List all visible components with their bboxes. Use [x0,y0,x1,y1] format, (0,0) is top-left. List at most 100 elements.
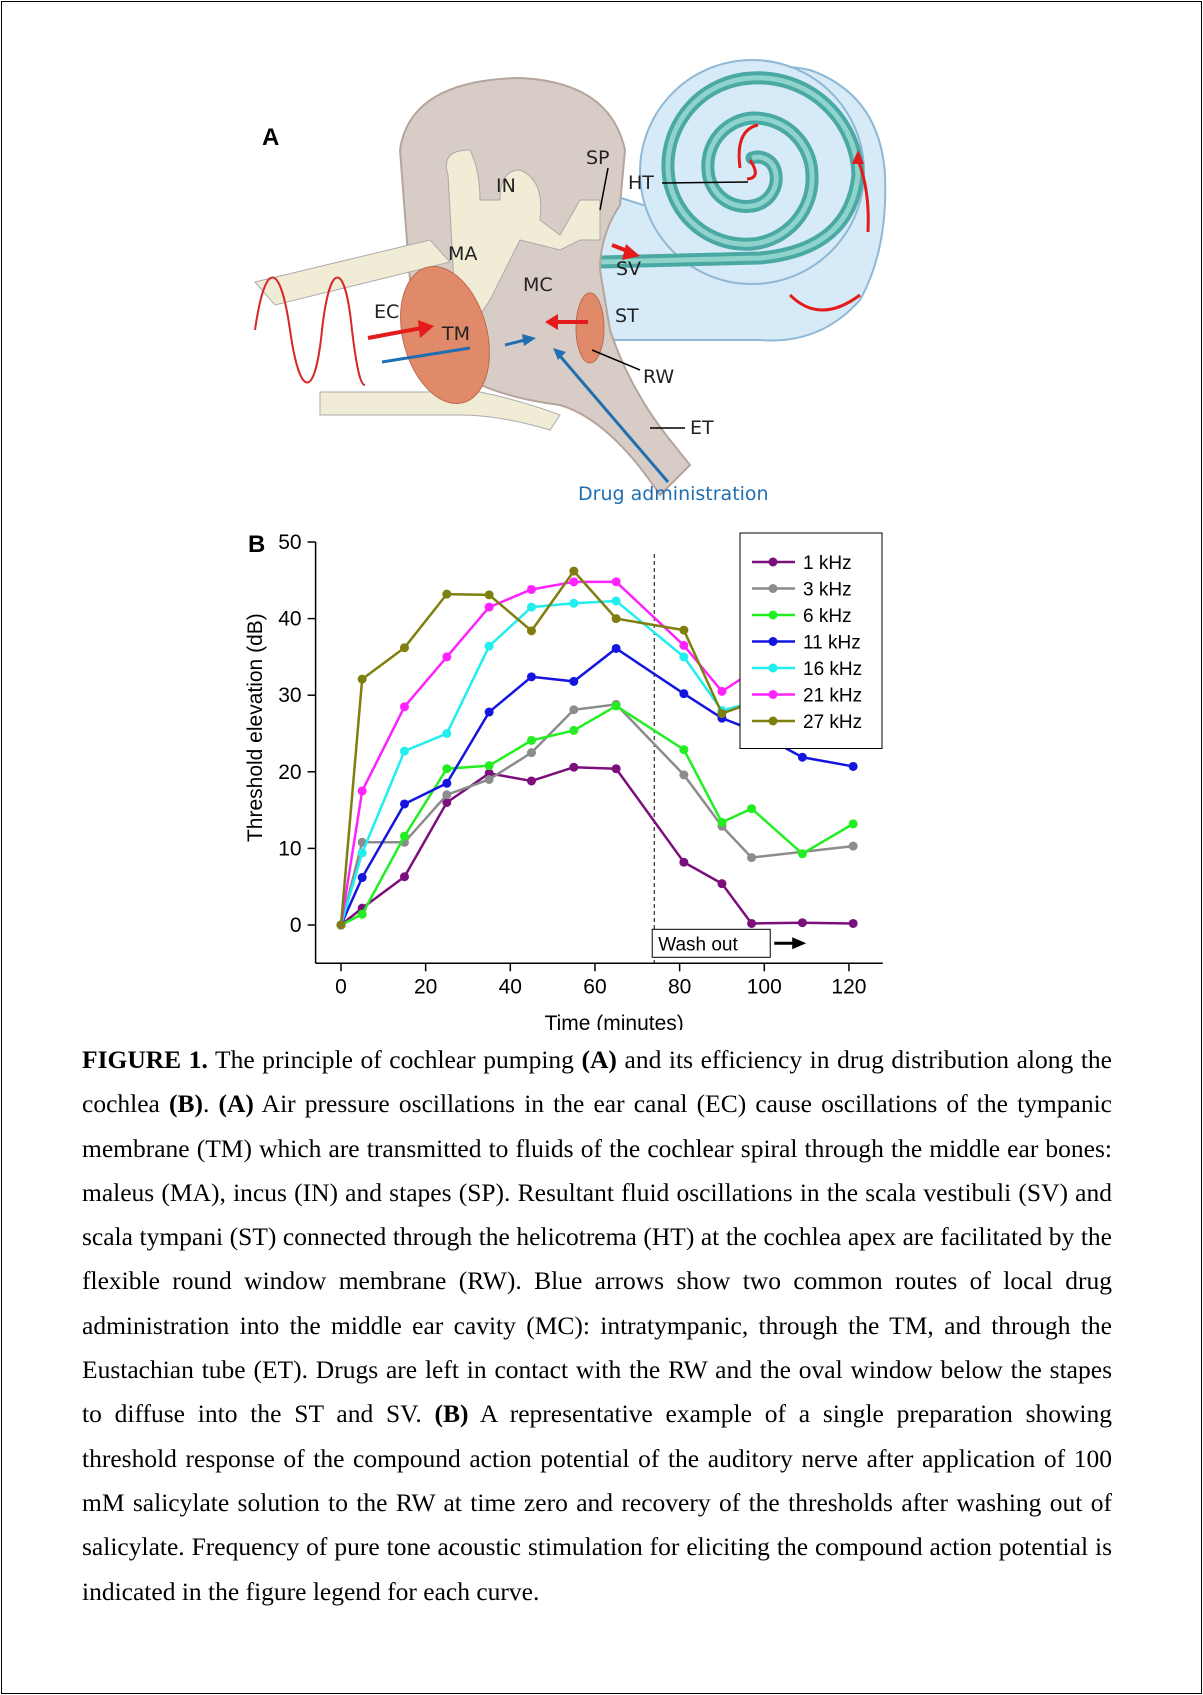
data-point [526,735,536,745]
data-point [717,686,727,696]
data-point [399,702,409,712]
data-point [357,909,367,919]
figure: A SP HT IN MA SV MC EC TM ST RW ET Drug … [244,59,887,1030]
data-point [848,918,858,928]
caption: FIGURE 1. The principle of cochlear pump… [82,1038,1112,1614]
data-point [848,841,858,851]
data-point [357,873,367,883]
data-point [484,761,494,771]
data-point [442,764,452,774]
data-point [442,797,452,807]
ear-canal-bottom [319,391,561,431]
data-point [569,705,579,715]
tympanic-membrane [400,266,490,404]
data-point [399,746,409,756]
x-tick-label: 0 [335,975,347,998]
ear-canal-top [254,239,451,306]
legend-label: 21 kHz [803,686,862,707]
sound-wave [254,276,366,386]
washout-label: Wash out [658,934,738,955]
y-tick-label: 40 [278,608,301,631]
data-point [717,879,727,889]
data-point [611,577,621,587]
data-point [717,817,727,827]
data-point [442,729,452,738]
legend-marker [768,610,778,620]
data-point [484,641,494,651]
data-point [442,778,452,788]
x-tick-label: 100 [747,975,782,998]
data-point [526,776,536,786]
chart: B 0 20 40 60 80 100 120 0 10 20 30 40 50 Time (minute… [244,531,883,1030]
caption-text: The principle of cochlear pumping [207,1045,582,1074]
y-tick-label: 50 [278,531,301,554]
y-tick-label: 0 [290,914,302,937]
legend-marker [768,663,778,673]
data-point [484,602,494,612]
data-point [797,918,807,928]
washout-arrowhead [792,937,807,950]
data-point [611,764,621,774]
legend-marker [768,637,778,646]
caption-text: (A) [218,1089,254,1119]
data-point [848,761,858,771]
data-point [484,590,494,600]
legend-marker [768,690,778,699]
caption-text: (B) [169,1089,203,1119]
data-point [484,774,494,784]
y-axis-label: Threshold elevation (dB) [244,613,267,842]
data-point [569,725,579,735]
leader-lines [591,167,749,429]
panel-label: B [248,531,265,558]
ossicles [445,149,601,331]
data-point [526,626,536,636]
label: HT [628,172,654,194]
cochlea-diagram: A SP HT IN MA SV MC EC TM ST RW ET Drug … [254,59,887,505]
legend-label: 1 kHz [803,553,852,574]
x-tick-label: 20 [414,975,437,998]
data-point [679,857,689,867]
x-tick-label: 40 [499,975,522,998]
data-point [357,848,367,858]
data-point [526,584,536,594]
data-point [797,752,807,762]
label: MC [523,274,553,296]
legend-label: 3 kHz [803,580,852,601]
legend-label: 6 kHz [803,606,852,627]
data-point [679,625,689,635]
data-point [611,701,621,711]
caption-text: FIGURE 1. [82,1045,208,1074]
data-point [679,640,689,650]
caption-text: (A) [581,1045,617,1074]
data-point [569,598,579,608]
data-point [679,770,689,780]
data-point [442,790,452,800]
data-point [569,577,579,587]
caption-text: . [203,1089,219,1119]
legend-label: 11 kHz [803,633,861,654]
label: MA [448,243,477,265]
data-point [336,920,346,930]
data-point [679,745,689,755]
y-tick-label: 30 [278,684,301,707]
label: RW [643,366,674,388]
label: SV [616,258,641,280]
data-point [399,831,409,841]
data-point [569,676,579,686]
label: IN [496,175,516,197]
data-point [526,672,536,682]
x-tick-label: 120 [831,975,866,998]
data-point [679,652,689,662]
data-point [484,707,494,717]
label: ST [615,305,639,327]
caption-text: A representative example of a single pre… [82,1399,1113,1606]
round-window [575,292,605,364]
data-point [442,589,452,599]
y-tick-label: 10 [278,837,301,860]
arrows [367,123,870,483]
data-point [569,566,579,576]
data-point [611,643,621,653]
panel-label: A [262,124,279,151]
data-point [399,799,409,809]
